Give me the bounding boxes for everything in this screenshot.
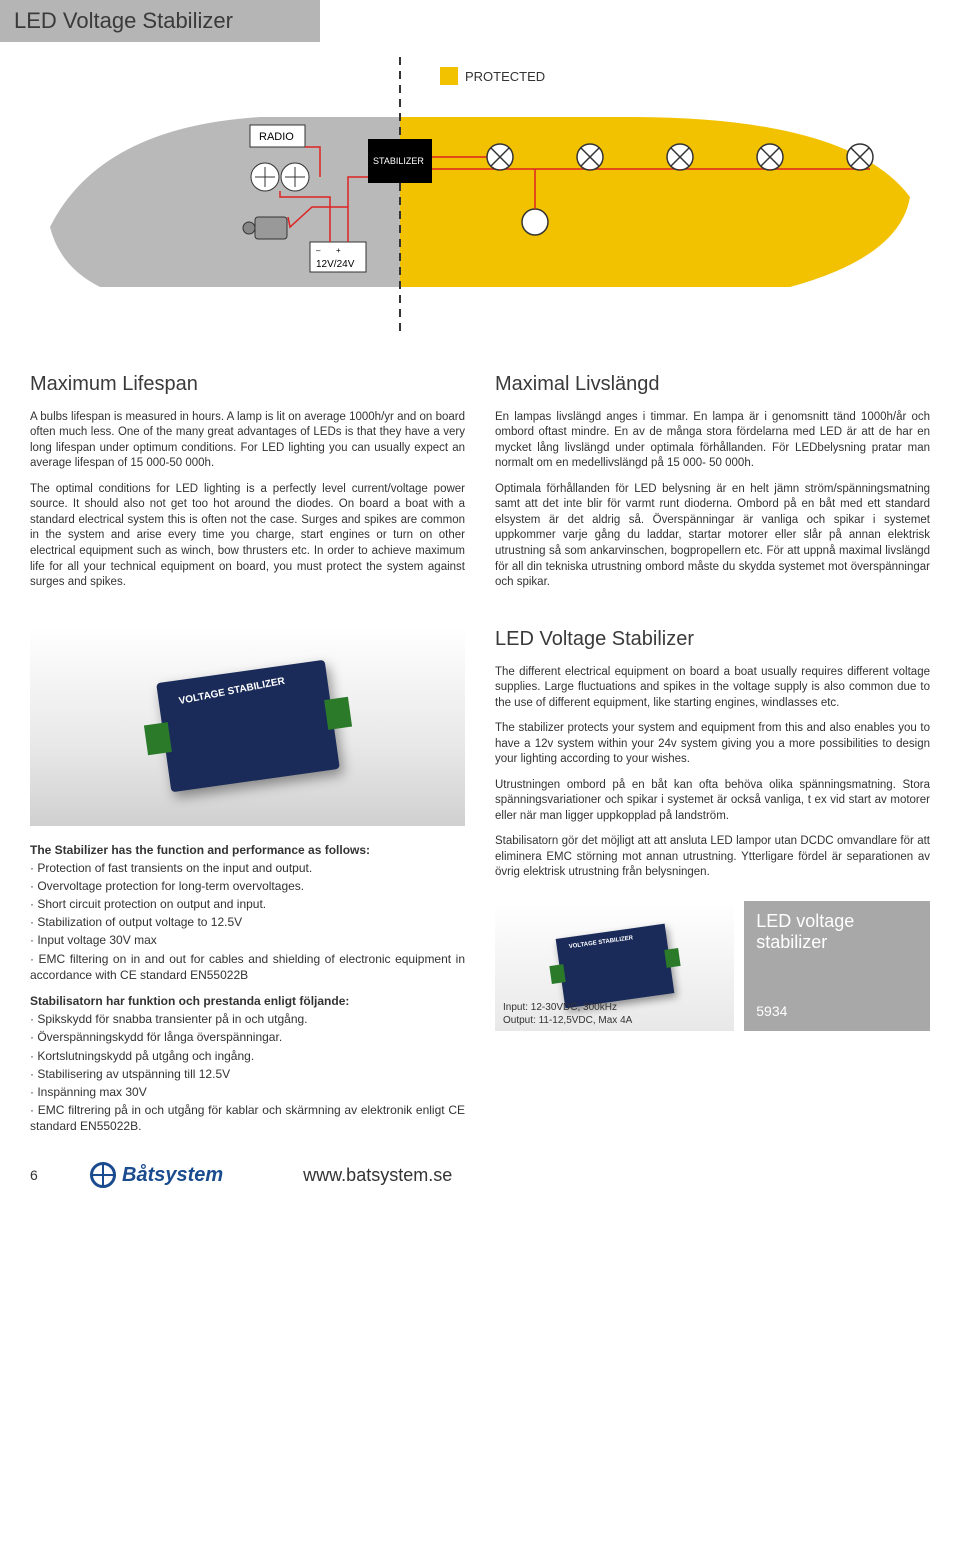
spec-en-4: · Stabilization of output voltage to 12.…	[30, 914, 465, 930]
spec-en-2: · Overvoltage protection for long-term o…	[30, 878, 465, 894]
heading-max-lifespan: Maximum Lifespan	[30, 371, 465, 398]
svg-text:12V/24V: 12V/24V	[316, 259, 355, 270]
spec-sv-2: · Överspänningskydd för långa överspänni…	[30, 1029, 465, 1045]
sec2-p1: The different electrical equipment on bo…	[495, 665, 930, 712]
product-caption-2: Output: 11-12,5VDC, Max 4A	[503, 1014, 632, 1027]
col-english: Maximum Lifespan A bulbs lifespan is mea…	[30, 371, 465, 601]
boat-diagram: PROTECTED RADIO – + 12V/24V STABILIZER	[30, 57, 930, 337]
spec-en-5: · Input voltage 30V max	[30, 932, 465, 948]
svg-text:STABILIZER: STABILIZER	[373, 156, 424, 166]
sec2-p4: Stabilisatorn gör det möjligt att att an…	[495, 834, 930, 881]
product-sku: 5934	[756, 1002, 918, 1021]
specs-sv: Stabilisatorn har funktion och prestanda…	[30, 993, 465, 1135]
col-photo-specs: The Stabilizer has the function and perf…	[30, 626, 465, 1137]
para-sv-1: En lampas livslängd anges i timmar. En l…	[495, 410, 930, 472]
svg-text:– +: – +	[316, 246, 341, 255]
product-photo-large	[30, 626, 465, 826]
legend-label: PROTECTED	[465, 69, 545, 84]
col-swedish: Maximal Livslängd En lampas livslängd an…	[495, 371, 930, 601]
product-photo-small: Input: 12-30VDC, 300kHz Output: 11-12,5V…	[495, 901, 734, 1031]
page-title-bar: LED Voltage Stabilizer	[0, 0, 320, 42]
spec-sv-3: · Kortslutningskydd på utgång och ingång…	[30, 1048, 465, 1064]
para-en-1: A bulbs lifespan is measured in hours. A…	[30, 410, 465, 472]
footer-url: www.batsystem.se	[303, 1163, 452, 1187]
page-number: 6	[30, 1166, 50, 1185]
spec-sv-5: · Inspänning max 30V	[30, 1084, 465, 1100]
para-en-2: The optimal conditions for LED lighting …	[30, 482, 465, 591]
product-card: Input: 12-30VDC, 300kHz Output: 11-12,5V…	[495, 901, 930, 1031]
svg-text:RADIO: RADIO	[259, 131, 294, 143]
spec-en-3: · Short circuit protection on output and…	[30, 896, 465, 912]
page-footer: 6 Båtsystem www.batsystem.se	[30, 1162, 930, 1189]
batsystem-logo: Båtsystem	[90, 1162, 223, 1189]
heading-max-livslangd: Maximal Livslängd	[495, 371, 930, 398]
spec-sv-6: · EMC filtrering på in och utgång för ka…	[30, 1102, 465, 1134]
specs-en-title: The Stabilizer has the function and perf…	[30, 842, 465, 858]
specs-en: The Stabilizer has the function and perf…	[30, 842, 465, 984]
col-stabilizer-info: LED Voltage Stabilizer The different ele…	[495, 626, 930, 1137]
specs-sv-title: Stabilisatorn har funktion och prestanda…	[30, 993, 465, 1009]
spec-en-1: · Protection of fast transients on the i…	[30, 860, 465, 876]
product-caption-1: Input: 12-30VDC, 300kHz	[503, 1001, 632, 1014]
logo-text: Båtsystem	[122, 1162, 223, 1189]
sec2-p3: Utrustningen ombord på en båt kan ofta b…	[495, 778, 930, 825]
para-sv-2: Optimala förhållanden för LED belysning …	[495, 482, 930, 591]
product-info-box: LED voltage stabilizer 5934	[744, 901, 930, 1031]
spec-sv-4: · Stabilisering av utspänning till 12.5V	[30, 1066, 465, 1082]
spec-en-6: · EMC filtering on in and out for cables…	[30, 951, 465, 983]
heading-stabilizer: LED Voltage Stabilizer	[495, 626, 930, 653]
spec-sv-1: · Spikskydd för snabba transienter på in…	[30, 1011, 465, 1027]
product-name: LED voltage stabilizer	[756, 911, 918, 954]
wheel-icon	[90, 1162, 116, 1188]
page-title: LED Voltage Stabilizer	[14, 6, 306, 36]
sec2-p2: The stabilizer protects your system and …	[495, 721, 930, 768]
